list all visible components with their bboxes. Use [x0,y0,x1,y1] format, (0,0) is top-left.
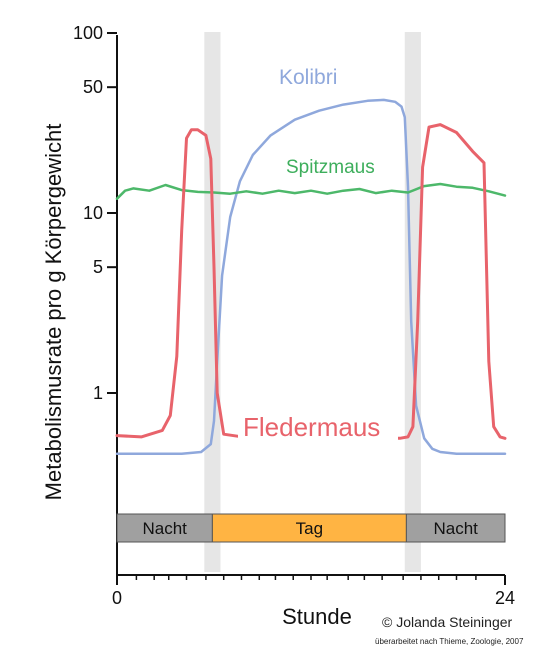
x-tick-label-24: 24 [495,588,515,608]
x-ticks: 0 24 [112,575,515,608]
series-line-spitzmaus [115,182,507,200]
day-night-segment-2 [211,513,407,543]
day-night-segment-3 [405,513,506,543]
y-tick-label-10: 10 [83,203,103,223]
x-tick-label-0: 0 [112,588,122,608]
series-lines [115,98,507,455]
series-label-kolibri: Kolibri [279,66,337,89]
y-tick-label-100: 100 [73,23,103,43]
x-axis-title: Stunde [282,604,352,629]
copyright-credit: © Jolanda Steininger [382,614,513,630]
y-axis-title: Metabolismusrate pro g Körpergewicht [41,124,66,501]
day-night-bar: Nacht Tag Nacht [116,513,506,543]
axes [116,35,505,576]
y-tick-label-5: 5 [93,257,103,277]
y-ticks: 1 5 10 50 100 [73,23,117,403]
kolibri-label-backdrop [268,62,394,96]
transition-bands [204,32,421,572]
transition-band-1 [204,32,221,572]
y-tick-label-50: 50 [83,77,103,97]
series-line-kolibri [115,98,507,455]
series-label-fledermaus: Fledermaus [243,412,380,442]
day-night-label-2: Tag [296,519,323,538]
fledermaus-label-backdrop [238,410,398,444]
source-credit: überarbeitet nach Thieme, Zoologie, 2007 [375,637,524,646]
day-night-label-3: Nacht [433,519,478,538]
series-label-spitzmaus: Spitzmaus [286,157,375,178]
day-night-label-1: Nacht [142,519,187,538]
y-tick-label-1: 1 [93,383,103,403]
